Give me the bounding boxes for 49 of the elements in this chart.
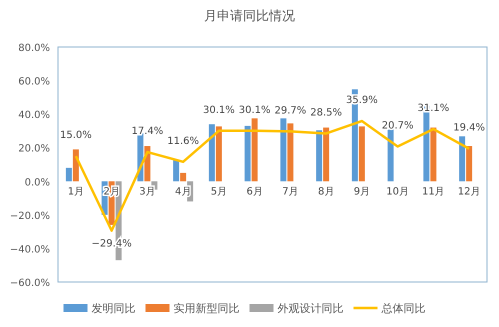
y-tick-label: −20.0% [10,210,50,222]
x-tick-label: 7月 [282,186,299,198]
y-tick-label: 0.0% [24,177,50,188]
bar [208,124,215,182]
y-tick-label: 60.0% [18,76,50,88]
y-tick-label: −60.0% [10,278,50,289]
bar [323,128,330,182]
x-tick-label: 6月 [246,186,263,198]
x-tick-label: 12月 [458,186,480,198]
x-tick-label: 10月 [386,186,409,198]
legend-label: 外观设计同比 [278,302,344,315]
y-tick-label: 40.0% [18,110,50,122]
bar [459,136,466,182]
x-tick-label: 9月 [354,186,370,198]
data-label: 15.0% [60,130,92,142]
bar [173,160,180,182]
bar [430,128,436,182]
bar [358,126,365,182]
legend-label: 实用新型同比 [174,302,240,315]
bar [216,126,222,182]
x-tick-label: 3月 [139,186,156,198]
bar [466,146,472,182]
bar [72,149,79,182]
legend-label: 总体同比 [380,302,426,315]
bar [287,123,294,182]
bar [252,118,258,182]
data-label: 17.4% [131,126,164,138]
data-label: −29.4% [92,238,132,250]
x-tick-label: 1月 [68,186,84,198]
y-tick-label: −40.0% [10,244,50,256]
x-tick-label: 5月 [210,186,228,198]
bar [180,172,186,182]
bar [66,168,72,182]
data-label: 28.5% [310,107,342,118]
y-tick-label: 80.0% [18,43,50,54]
data-label: 11.6% [167,136,200,147]
bar [316,130,322,182]
bar [280,118,286,182]
chart-title: 月申请同比情况 [204,9,295,24]
bar [244,126,251,182]
x-tick-label: 11月 [422,186,445,198]
legend-label: 发明同比 [92,302,136,315]
data-label: 29.7% [274,105,306,116]
data-label: 19.4% [453,122,486,134]
x-tick-label: 8月 [318,186,334,198]
x-tick-label: 4月 [174,186,192,198]
y-tick-label: 20.0% [18,144,50,155]
data-label: 30.1% [202,104,235,116]
data-label: 30.1% [238,104,271,116]
